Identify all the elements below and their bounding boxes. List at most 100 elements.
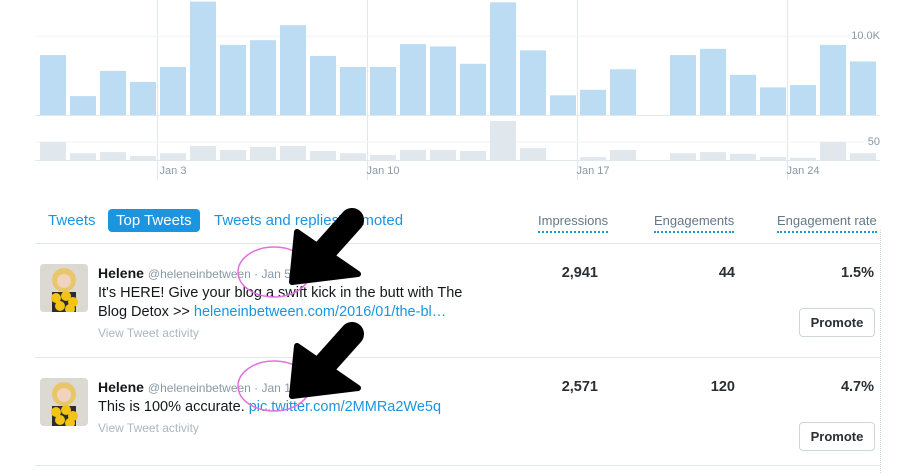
column-header: Impressions: [538, 213, 609, 233]
bar: [520, 50, 546, 115]
byline: @heleneinbetween · Jan 5: [147, 267, 291, 281]
impressions: 2,571: [561, 379, 598, 395]
bar: [370, 154, 396, 160]
y-tick-label: 10.0K: [851, 30, 880, 42]
x-tick-label: Jan 24: [786, 165, 819, 177]
avatar-flower: [61, 405, 71, 415]
scroll-edge: [880, 230, 881, 473]
bar: [310, 55, 336, 115]
avatar: [40, 378, 88, 426]
bar: [340, 66, 366, 115]
bar: [70, 96, 96, 115]
arrow-head: [289, 229, 361, 285]
bar: [760, 157, 786, 160]
bar: [220, 44, 246, 115]
x-tick-label: Jan 17: [576, 165, 609, 177]
avatar-flower: [65, 304, 75, 312]
x-tick-label: Jan 3: [160, 165, 187, 177]
bar: [550, 95, 576, 115]
column-header: Engagements: [654, 213, 735, 233]
y-tick-label: 50: [868, 136, 880, 148]
tweet-link[interactable]: heleneinbetween.com/2016/01/the-bl…: [193, 304, 447, 320]
avatar-face: [57, 274, 71, 288]
divider: [35, 357, 880, 358]
avatar-flower: [51, 293, 61, 303]
arrow-shaft: [306, 322, 364, 384]
tweet-link[interactable]: pic.twitter.com/2MMRa2We5q: [248, 399, 442, 415]
bar: [100, 70, 126, 115]
bar: [700, 152, 726, 160]
bar: [790, 85, 816, 115]
bar: [730, 153, 756, 160]
bar: [670, 153, 696, 160]
avatar-face: [57, 388, 71, 402]
divider: [35, 243, 880, 244]
view-activity[interactable]: View Tweet activity: [98, 421, 199, 435]
promote-button[interactable]: Promote: [799, 308, 875, 337]
tweet-header: Helene @heleneinbetween · Jan 5: [98, 265, 291, 283]
bar: [250, 40, 276, 115]
bar: [430, 46, 456, 115]
bar: [460, 150, 486, 160]
avatar-flower: [65, 418, 75, 426]
avatar: [40, 264, 88, 312]
tweet-body: This is 100% accurate.: [98, 399, 249, 415]
bar: [370, 66, 396, 115]
tab[interactable]: Tweets: [48, 212, 96, 229]
bar: [490, 2, 516, 115]
byline: @heleneinbetween · Jan 19: [147, 381, 298, 395]
activity-chart: 10.0K Jan 3 Jan 10 Jan 17 Jan 24 50: [35, 0, 881, 180]
bar: [700, 48, 726, 115]
avatar-flower: [61, 291, 71, 301]
bar: [130, 81, 156, 115]
bar: [790, 157, 816, 160]
bar: [520, 148, 546, 160]
bar: [310, 150, 336, 160]
bar: [430, 149, 456, 160]
engagements: 44: [718, 265, 735, 281]
column-header: Engagement rate: [777, 213, 877, 233]
impressions: 2,941: [561, 265, 598, 281]
bar: [40, 141, 66, 160]
tweet-text: This is 100% accurate. pic.twitter.com/2…: [98, 398, 493, 417]
bar: [580, 157, 606, 160]
bar: [130, 156, 156, 160]
bar: [40, 55, 66, 115]
tab[interactable]: Top Tweets: [108, 209, 200, 232]
bar: [670, 55, 696, 115]
bar: [460, 63, 486, 115]
bar: [100, 152, 126, 160]
engagement-rate: 4.7%: [840, 379, 874, 395]
bar: [400, 44, 426, 115]
bar: [850, 61, 876, 115]
divider: [35, 465, 880, 466]
tab[interactable]: Tweets and replies: [214, 212, 340, 229]
view-activity[interactable]: View Tweet activity: [98, 326, 199, 340]
bar: [610, 69, 636, 115]
bar: [190, 1, 216, 116]
bar: [160, 66, 186, 115]
engagements: 120: [710, 379, 735, 395]
bar: [340, 153, 366, 160]
engagement-rate: 1.5%: [840, 265, 874, 281]
avatar-flower: [51, 407, 61, 417]
bar: [250, 147, 276, 160]
avatar-flower: [55, 301, 65, 311]
bar: [190, 145, 216, 160]
bar: [160, 153, 186, 160]
bar: [820, 44, 846, 115]
bar: [400, 149, 426, 160]
tab[interactable]: Promoted: [338, 212, 404, 229]
bar: [850, 153, 876, 160]
promote-button[interactable]: Promote: [799, 422, 875, 451]
bar: [610, 149, 636, 160]
author-name: Helene: [98, 379, 144, 395]
tweet-text: It's HERE! Give your blog a swift kick i…: [98, 284, 493, 322]
x-tick-label: Jan 10: [366, 165, 399, 177]
tweet-header: Helene @heleneinbetween · Jan 19: [98, 379, 298, 397]
bar: [580, 89, 606, 115]
avatar-image: [40, 378, 88, 426]
avatar-image: [40, 264, 88, 312]
bar: [280, 145, 306, 160]
